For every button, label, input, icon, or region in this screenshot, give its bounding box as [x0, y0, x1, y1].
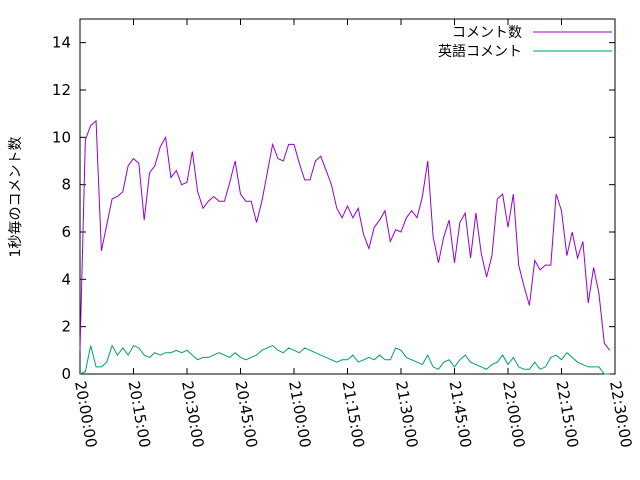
- y-axis-ticks: 0 2 4 6 8 10 12 14: [52, 34, 615, 383]
- x-tick-label: 22:00:00: [499, 380, 528, 449]
- legend: コメント数 英語コメント: [438, 25, 612, 60]
- x-tick-label: 20:00:00: [71, 380, 100, 449]
- x-tick-label: 21:45:00: [446, 380, 475, 449]
- x-tick-label: 20:30:00: [178, 380, 207, 449]
- x-tick-label: 21:30:00: [392, 380, 421, 449]
- comment-count-line: [79, 119, 611, 351]
- x-tick-label: 22:30:00: [606, 380, 635, 449]
- english-comment-line: [79, 344, 610, 375]
- y-tick-label: 12: [52, 81, 71, 99]
- x-tick-label: 20:15:00: [125, 380, 154, 449]
- y-tick-label: 10: [52, 128, 71, 146]
- y-tick-label: 8: [61, 176, 71, 194]
- x-tick-label: 20:45:00: [232, 380, 261, 449]
- x-tick-label: 22:15:00: [553, 380, 582, 449]
- x-tick-label: 21:00:00: [285, 380, 314, 449]
- x-axis-ticks: 20:00:00 20:15:00 20:30:00 20:45:00 21:00:00…: [71, 19, 635, 449]
- plot-frame: [79, 18, 616, 375]
- y-tick-label: 0: [61, 365, 71, 383]
- series-layer: [79, 119, 611, 375]
- legend-label-comments: コメント数: [452, 25, 522, 41]
- y-tick-label: 4: [61, 270, 71, 288]
- y-tick-label: 14: [52, 34, 71, 52]
- x-tick-label: 21:15:00: [339, 380, 368, 449]
- y-tick-label: 2: [61, 318, 71, 336]
- legend-label-english-comments: 英語コメント: [438, 43, 522, 60]
- y-axis-label: 1秒毎のコメント数: [8, 137, 24, 258]
- y-tick-label: 6: [61, 223, 71, 241]
